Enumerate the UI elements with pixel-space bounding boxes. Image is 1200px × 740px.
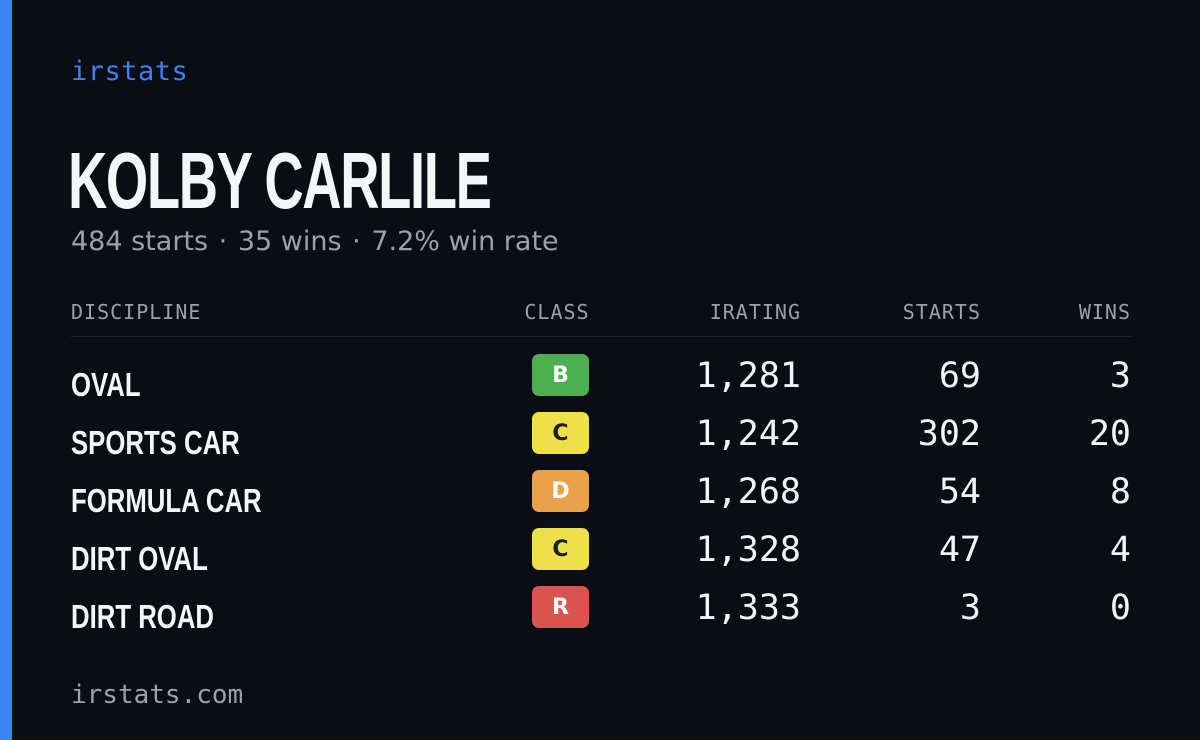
row-starts: 69 — [938, 356, 981, 396]
class-badge: D — [532, 470, 589, 512]
row-irating: 1,281 — [695, 356, 801, 396]
table-row: FORMULA CAR D 1,268 54 8 — [71, 470, 1131, 528]
row-wins: 0 — [1109, 588, 1131, 628]
header-wins: WINS — [1078, 300, 1131, 324]
class-badge: R — [532, 586, 589, 628]
header-irating: IRATING — [709, 300, 801, 324]
accent-bar — [0, 0, 12, 740]
starts-summary: 484 starts — [71, 226, 209, 257]
brand-logo: irstats — [71, 56, 189, 87]
table-row: DIRT ROAD R 1,333 3 0 — [71, 586, 1131, 644]
row-starts: 3 — [959, 588, 981, 628]
row-starts: 302 — [917, 414, 981, 454]
table-header: DISCIPLINE CLASS IRATING STARTS WINS — [71, 296, 1131, 337]
table-row: SPORTS CAR C 1,242 302 20 — [71, 412, 1131, 470]
row-wins: 8 — [1109, 472, 1131, 512]
row-wins: 4 — [1109, 530, 1131, 570]
row-starts: 47 — [938, 530, 981, 570]
row-wins: 3 — [1109, 356, 1131, 396]
row-discipline: OVAL — [71, 366, 141, 403]
row-irating: 1,268 — [695, 472, 801, 512]
header-class: CLASS — [524, 300, 590, 324]
class-badge: B — [532, 354, 589, 396]
row-discipline: FORMULA CAR — [71, 482, 262, 519]
row-irating: 1,328 — [695, 530, 801, 570]
header-starts: STARTS — [902, 300, 981, 324]
row-irating: 1,242 — [695, 414, 801, 454]
class-badge: C — [532, 528, 589, 570]
class-badge: C — [532, 412, 589, 454]
stats-table: DISCIPLINE CLASS IRATING STARTS WINS OVA… — [71, 296, 1131, 644]
table-row: DIRT OVAL C 1,328 47 4 — [71, 528, 1131, 586]
table-row: OVAL B 1,281 69 3 — [71, 354, 1131, 412]
driver-name: KOLBY CARLILE — [68, 136, 492, 225]
row-irating: 1,333 — [695, 588, 801, 628]
table-body: OVAL B 1,281 69 3 SPORTS CAR C 1,242 302… — [71, 354, 1131, 644]
separator: · — [352, 226, 361, 257]
separator: · — [218, 226, 228, 257]
row-discipline: DIRT OVAL — [71, 540, 208, 577]
header-discipline: DISCIPLINE — [71, 300, 202, 324]
wins-summary: 35 wins — [237, 226, 342, 257]
footer-url: irstats.com — [71, 680, 244, 710]
row-discipline: DIRT ROAD — [71, 598, 214, 635]
driver-summary: 484 starts · 35 wins · 7.2% win rate — [71, 226, 559, 257]
row-starts: 54 — [938, 472, 981, 512]
win-rate-summary: 7.2% win rate — [371, 226, 559, 257]
row-wins: 20 — [1088, 414, 1131, 454]
row-discipline: SPORTS CAR — [71, 424, 240, 461]
